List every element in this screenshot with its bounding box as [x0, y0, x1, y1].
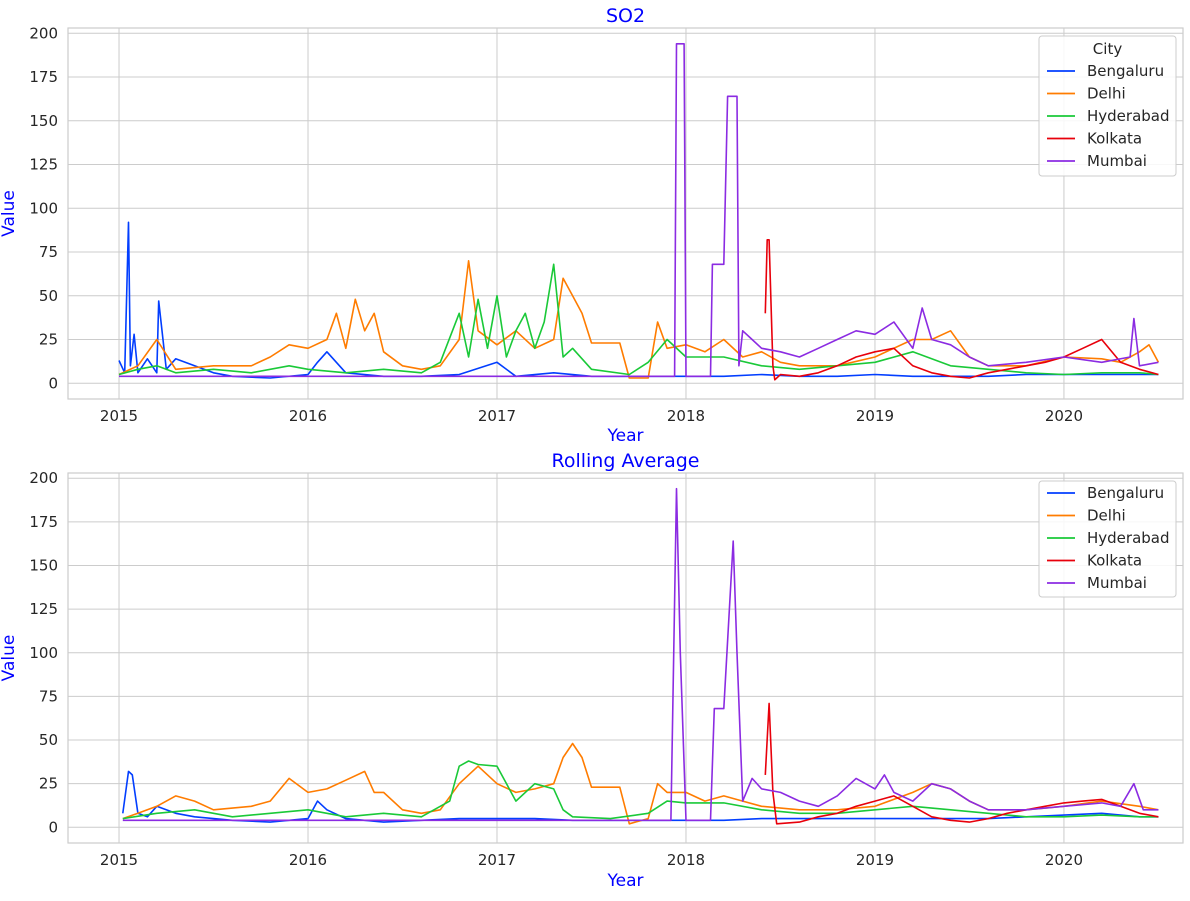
legend-entry: Kolkata	[1087, 130, 1142, 148]
grid	[68, 28, 1183, 399]
legend-box	[1038, 480, 1177, 598]
series-line-mumbai	[122, 487, 1159, 822]
legend-entry: Kolkata	[1087, 552, 1142, 570]
x-tick-label: 2018	[667, 851, 705, 869]
legend-entry: Hyderabad	[1087, 107, 1170, 125]
legend-entry: Bengaluru	[1087, 484, 1164, 502]
y-tick-label: 100	[29, 644, 58, 662]
x-tick-label: 2019	[856, 851, 894, 869]
series-line-bengaluru	[118, 221, 1159, 379]
series-group	[122, 487, 1159, 825]
y-tick-label: 200	[29, 469, 58, 487]
plot-frame	[67, 472, 1184, 844]
x-tick-label: 2018	[667, 407, 705, 425]
y-tick-label: 50	[39, 731, 58, 749]
y-tick-label: 125	[29, 600, 58, 618]
legend-title: City	[1093, 40, 1123, 58]
x-axis-label: Year	[607, 426, 644, 446]
legend-entry: Mumbai	[1087, 574, 1147, 592]
y-tick-label: 0	[48, 374, 58, 392]
legend: City Bengaluru Delhi Hyderabad Kolkata Mumbai	[1038, 35, 1177, 177]
panel-so2: 2015 2016 2017 2018 2019 2020 0 25 50 75 100 125 150…	[0, 5, 1184, 446]
x-tick-label: 2016	[289, 407, 327, 425]
series-line-delhi	[122, 742, 1159, 825]
y-tick-label: 150	[29, 557, 58, 575]
series-line-hyderabad	[122, 760, 1159, 820]
y-tick-label: 25	[39, 775, 58, 793]
y-tick-label: 75	[39, 243, 58, 261]
y-tick-label: 200	[29, 24, 58, 42]
y-tick-label: 50	[39, 287, 58, 305]
grid	[68, 473, 1183, 843]
x-tick-label: 2017	[478, 851, 516, 869]
x-axis-label: Year	[607, 871, 644, 891]
y-tick-label: 100	[29, 199, 58, 217]
panel-rolling-average: 2015 2016 2017 2018 2019 2020 0 25 50 75 100 125 150…	[0, 450, 1184, 891]
legend-entry: Hyderabad	[1087, 529, 1170, 547]
x-tick-label: 2017	[478, 407, 516, 425]
y-tick-label: 175	[29, 513, 58, 531]
chart-title: Rolling Average	[552, 450, 700, 472]
y-tick-label: 125	[29, 156, 58, 174]
x-tick-label: 2016	[289, 851, 327, 869]
y-tick-label: 150	[29, 112, 58, 130]
y-tick-label: 75	[39, 687, 58, 705]
chart-title: SO2	[606, 5, 645, 27]
legend: Bengaluru Delhi Hyderabad Kolkata Mumbai	[1038, 480, 1177, 598]
legend-entry: Bengaluru	[1087, 62, 1164, 80]
legend-entry: Delhi	[1087, 507, 1126, 525]
x-tick-label: 2020	[1045, 851, 1083, 869]
series-line-kolkata	[764, 702, 1159, 825]
x-tick-label: 2015	[100, 407, 138, 425]
y-axis-label: Value	[0, 635, 19, 682]
y-tick-label: 175	[29, 68, 58, 86]
y-tick-label: 0	[48, 818, 58, 836]
x-tick-label: 2015	[100, 851, 138, 869]
x-tick-label: 2019	[856, 407, 894, 425]
plot-frame	[67, 27, 1184, 400]
series-group	[118, 43, 1160, 381]
y-tick-label: 25	[39, 331, 58, 349]
legend-entry: Mumbai	[1087, 152, 1147, 170]
series-line-delhi	[118, 260, 1160, 379]
series-line-hyderabad	[118, 263, 1159, 376]
y-axis-label: Value	[0, 190, 19, 237]
x-tick-label: 2020	[1045, 407, 1083, 425]
series-line-kolkata	[764, 239, 1159, 381]
legend-entry: Delhi	[1087, 85, 1126, 103]
series-line-mumbai	[119, 43, 1159, 378]
